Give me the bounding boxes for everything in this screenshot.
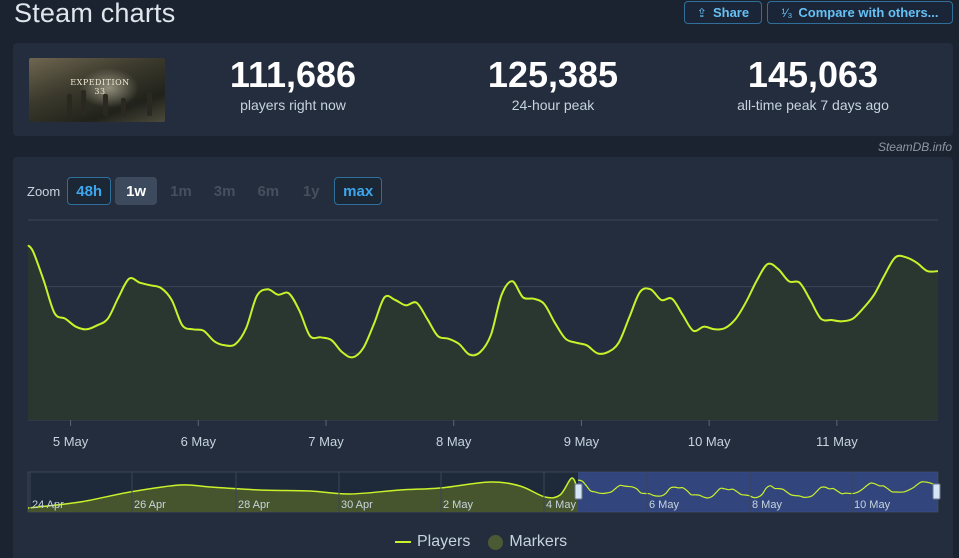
zoom-6m-button[interactable]: 6m: [257, 182, 280, 200]
peak-24h-value: 125,385: [487, 54, 619, 95]
navigator-tick-label: 24 Apr: [32, 499, 64, 511]
navigator-detail-line: [577, 479, 939, 499]
zoom-1y-button[interactable]: 1y: [302, 182, 320, 200]
legend-line-icon: [395, 541, 411, 543]
compare-button[interactable]: ¹⁄₃ Compare with others...: [767, 1, 953, 24]
zoom-max-button[interactable]: max: [334, 177, 383, 205]
x-tick-label: 6 May: [181, 434, 217, 449]
legend-markers[interactable]: Markers: [488, 533, 567, 551]
peak-24h-stat: 125,385 24-hour peak: [458, 53, 648, 113]
players-now-value: 111,686: [229, 54, 357, 95]
navigator-overview-line: [27, 477, 579, 509]
one-two-three-icon: ¹⁄₃: [781, 5, 793, 20]
chart-legend: Players Markers: [395, 533, 585, 551]
stats-panel: EXPEDITION 33 111,686 players right now …: [13, 43, 953, 136]
navigator-left-handle[interactable]: [574, 483, 583, 500]
peak-24h-label: 24-hour peak: [511, 97, 595, 113]
navigator-tick-label: 6 May: [649, 499, 679, 511]
navigator-tick-label: 30 Apr: [341, 499, 373, 511]
navigator-tick-label: 8 May: [752, 499, 782, 511]
players-area: [28, 245, 938, 420]
steamdb-credit-link[interactable]: SteamDB.info: [877, 140, 952, 154]
legend-dot-icon: [488, 534, 504, 550]
all-time-peak-label: all-time peak 7 days ago: [737, 97, 889, 113]
legend-players[interactable]: Players: [395, 533, 470, 551]
players-now-label: players right now: [240, 97, 346, 113]
legend-players-label: Players: [417, 533, 471, 550]
game-banner-image[interactable]: EXPEDITION 33: [29, 58, 165, 122]
page-title: Steam charts: [14, 0, 176, 28]
x-tick-label: 10 May: [688, 434, 731, 449]
navigator-selected-window: [578, 472, 938, 512]
share-button-label: Share: [712, 5, 750, 20]
navigator-tick-label: 26 Apr: [134, 499, 166, 511]
x-tick-label: 8 May: [436, 434, 472, 449]
players-now-stat: 111,686 players right now: [213, 53, 373, 113]
navigator-tick-label: 2 May: [443, 499, 473, 511]
all-time-peak-value: 145,063: [747, 54, 879, 95]
share-icon: ⇪: [696, 5, 707, 20]
zoom-label: Zoom: [27, 183, 61, 199]
all-time-peak-stat: 145,063 all-time peak 7 days ago: [703, 53, 923, 113]
game-banner-logo: EXPEDITION 33: [70, 78, 130, 96]
zoom-48h-button[interactable]: 48h: [67, 177, 112, 205]
zoom-3m-button[interactable]: 3m: [213, 182, 236, 200]
compare-button-label: Compare with others...: [798, 5, 939, 20]
x-tick-label: 7 May: [308, 434, 344, 449]
x-tick-label: 11 May: [816, 434, 858, 449]
x-tick-label: 5 May: [53, 434, 89, 449]
navigator-tick-label: 4 May: [546, 499, 576, 511]
legend-markers-label: Markers: [509, 533, 568, 550]
zoom-1m-button[interactable]: 1m: [170, 182, 192, 200]
x-tick-label: 9 May: [564, 434, 600, 449]
zoom-controls: Zoom 48h 1w 1m 3m 6m 1y max: [27, 177, 383, 205]
navigator-tick-label: 28 Apr: [238, 499, 270, 511]
players-series-line: [27, 244, 939, 359]
navigator-tick-label: 10 May: [854, 499, 891, 511]
zoom-1w-button[interactable]: 1w: [115, 177, 158, 205]
share-button[interactable]: ⇪ Share: [684, 1, 762, 24]
navigator-right-handle[interactable]: [932, 483, 941, 500]
